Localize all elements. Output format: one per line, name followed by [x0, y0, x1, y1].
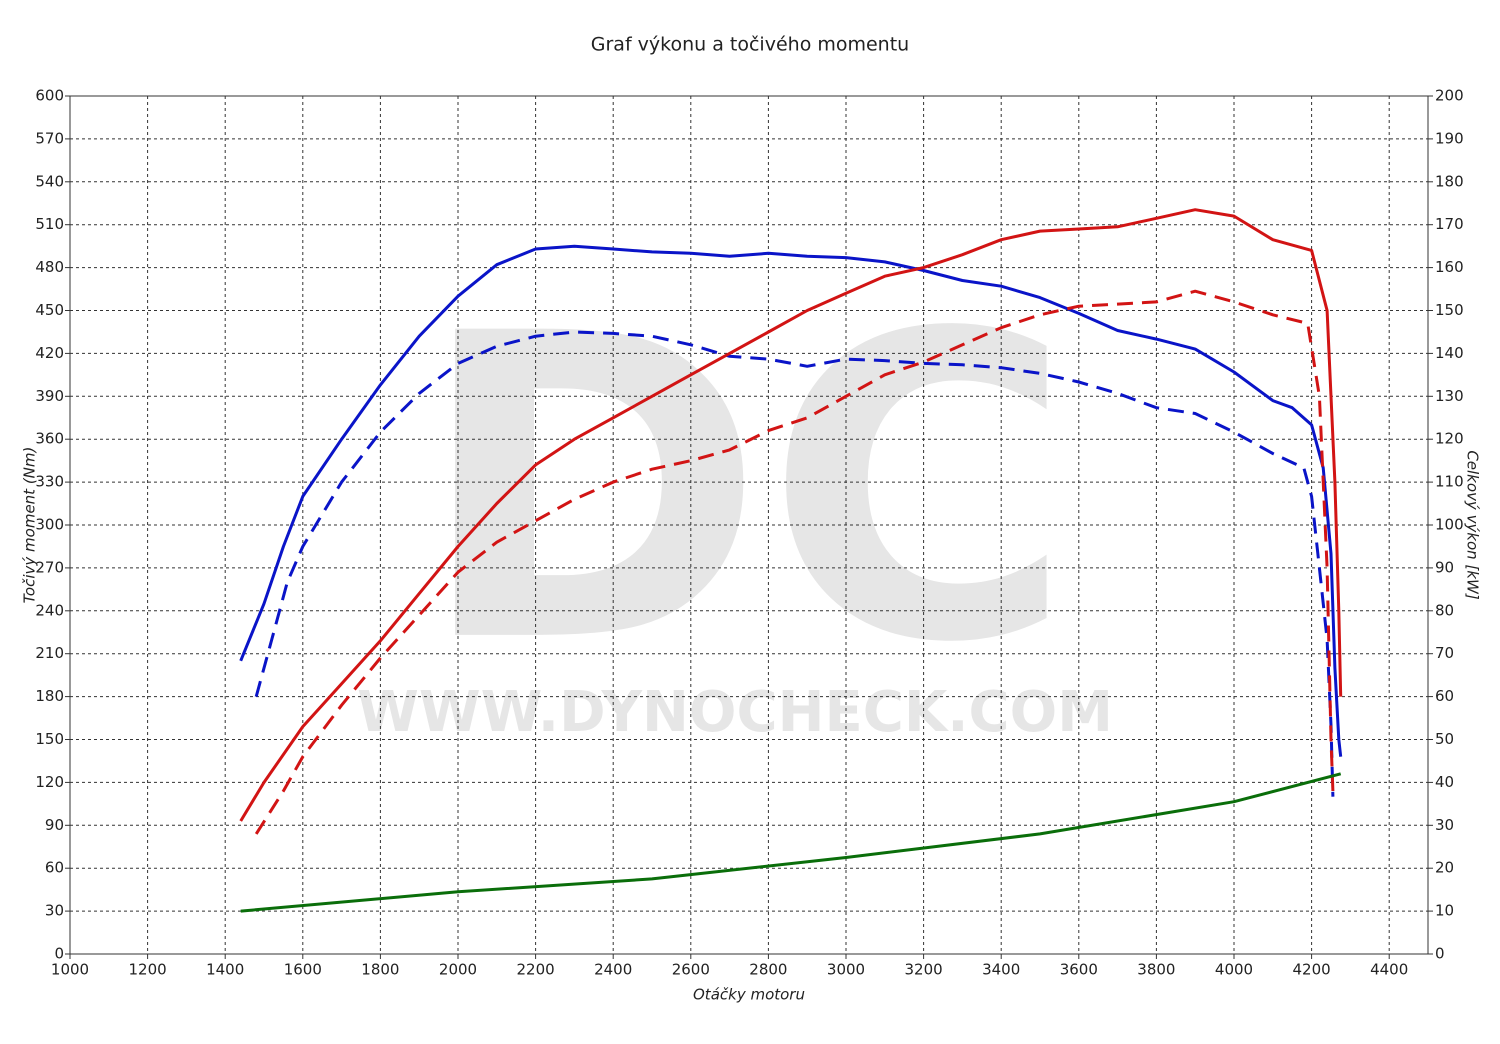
y2-tick-label: 120 — [1435, 430, 1464, 448]
x-tick-label: 3200 — [905, 961, 943, 979]
y-tick-label: 30 — [45, 902, 64, 920]
x-tick-label: 1600 — [284, 961, 322, 979]
y-tick-label: 150 — [35, 730, 64, 748]
y2-tick-label: 40 — [1435, 773, 1454, 791]
y-tick-label: 300 — [35, 516, 64, 534]
y-tick-label: 600 — [35, 87, 64, 105]
y-axis-label: Točivý moment (Nm) — [21, 447, 39, 604]
series-line — [239, 208, 1343, 822]
x-tick-label: 1400 — [206, 961, 244, 979]
y2-tick-label: 200 — [1435, 87, 1464, 105]
x-tick-label: 1000 — [51, 961, 89, 979]
x-tick-label: 4000 — [1215, 961, 1253, 979]
y-tick-label: 180 — [35, 687, 64, 705]
series-line — [239, 244, 1343, 757]
x-axis-label: Otáčky motoru — [693, 986, 805, 1004]
y-tick-label: 330 — [35, 473, 64, 491]
y2-tick-label: 60 — [1435, 687, 1454, 705]
y2-axis-label: Celkový výkon [kW] — [1464, 450, 1482, 600]
x-tick-label: 2400 — [594, 961, 632, 979]
y2-tick-label: 180 — [1435, 172, 1464, 190]
y2-tick-label: 110 — [1435, 473, 1464, 491]
y2-tick-label: 140 — [1435, 344, 1464, 362]
y-tick-label: 0 — [54, 945, 64, 963]
y-tick-label: 480 — [35, 258, 64, 276]
y-tick-label: 390 — [35, 387, 64, 405]
y-tick-label: 90 — [45, 816, 64, 834]
y-tick-label: 570 — [35, 129, 64, 147]
y2-tick-label: 20 — [1435, 859, 1454, 877]
x-tick-label: 2000 — [439, 961, 477, 979]
y-tick-label: 360 — [35, 430, 64, 448]
y-tick-label: 450 — [35, 301, 64, 319]
y-tick-label: 210 — [35, 644, 64, 662]
y2-tick-label: 50 — [1435, 730, 1454, 748]
x-tick-label: 3000 — [827, 961, 865, 979]
y2-tick-label: 100 — [1435, 516, 1464, 534]
y-tick-label: 540 — [35, 172, 64, 190]
x-tick-label: 2800 — [749, 961, 787, 979]
series-line — [254, 289, 1335, 835]
x-tick-label: 1800 — [361, 961, 399, 979]
x-tick-label: 2200 — [517, 961, 555, 979]
y2-tick-label: 0 — [1435, 945, 1445, 963]
watermark: DC — [417, 246, 1074, 735]
x-tick-label: 3400 — [982, 961, 1020, 979]
x-tick-label: 3600 — [1060, 961, 1098, 979]
series-line — [240, 772, 1342, 913]
y2-tick-label: 10 — [1435, 902, 1454, 920]
y2-tick-label: 130 — [1435, 387, 1464, 405]
y2-tick-label: 70 — [1435, 644, 1454, 662]
x-tick-label: 2600 — [672, 961, 710, 979]
y2-tick-label: 30 — [1435, 816, 1454, 834]
series-line — [254, 330, 1335, 797]
chart-title: Graf výkonu a točivého momentu — [591, 34, 909, 56]
y2-tick-label: 150 — [1435, 301, 1464, 319]
x-tick-label: 4200 — [1293, 961, 1331, 979]
y2-tick-label: 190 — [1435, 129, 1464, 147]
y2-tick-label: 90 — [1435, 558, 1454, 576]
x-tick-label: 1200 — [129, 961, 167, 979]
x-tick-label: 4400 — [1370, 961, 1408, 979]
y-tick-label: 60 — [45, 859, 64, 877]
y-tick-label: 120 — [35, 773, 64, 791]
y-tick-label: 270 — [35, 558, 64, 576]
y2-tick-label: 170 — [1435, 215, 1464, 233]
x-tick-label: 3800 — [1137, 961, 1175, 979]
y-tick-label: 420 — [35, 344, 64, 362]
y-tick-label: 510 — [35, 215, 64, 233]
y-tick-label: 240 — [35, 601, 64, 619]
y2-tick-label: 80 — [1435, 601, 1454, 619]
watermark-url: WWW.DYNOCHECK.COM — [357, 680, 1113, 745]
y2-tick-label: 160 — [1435, 258, 1464, 276]
